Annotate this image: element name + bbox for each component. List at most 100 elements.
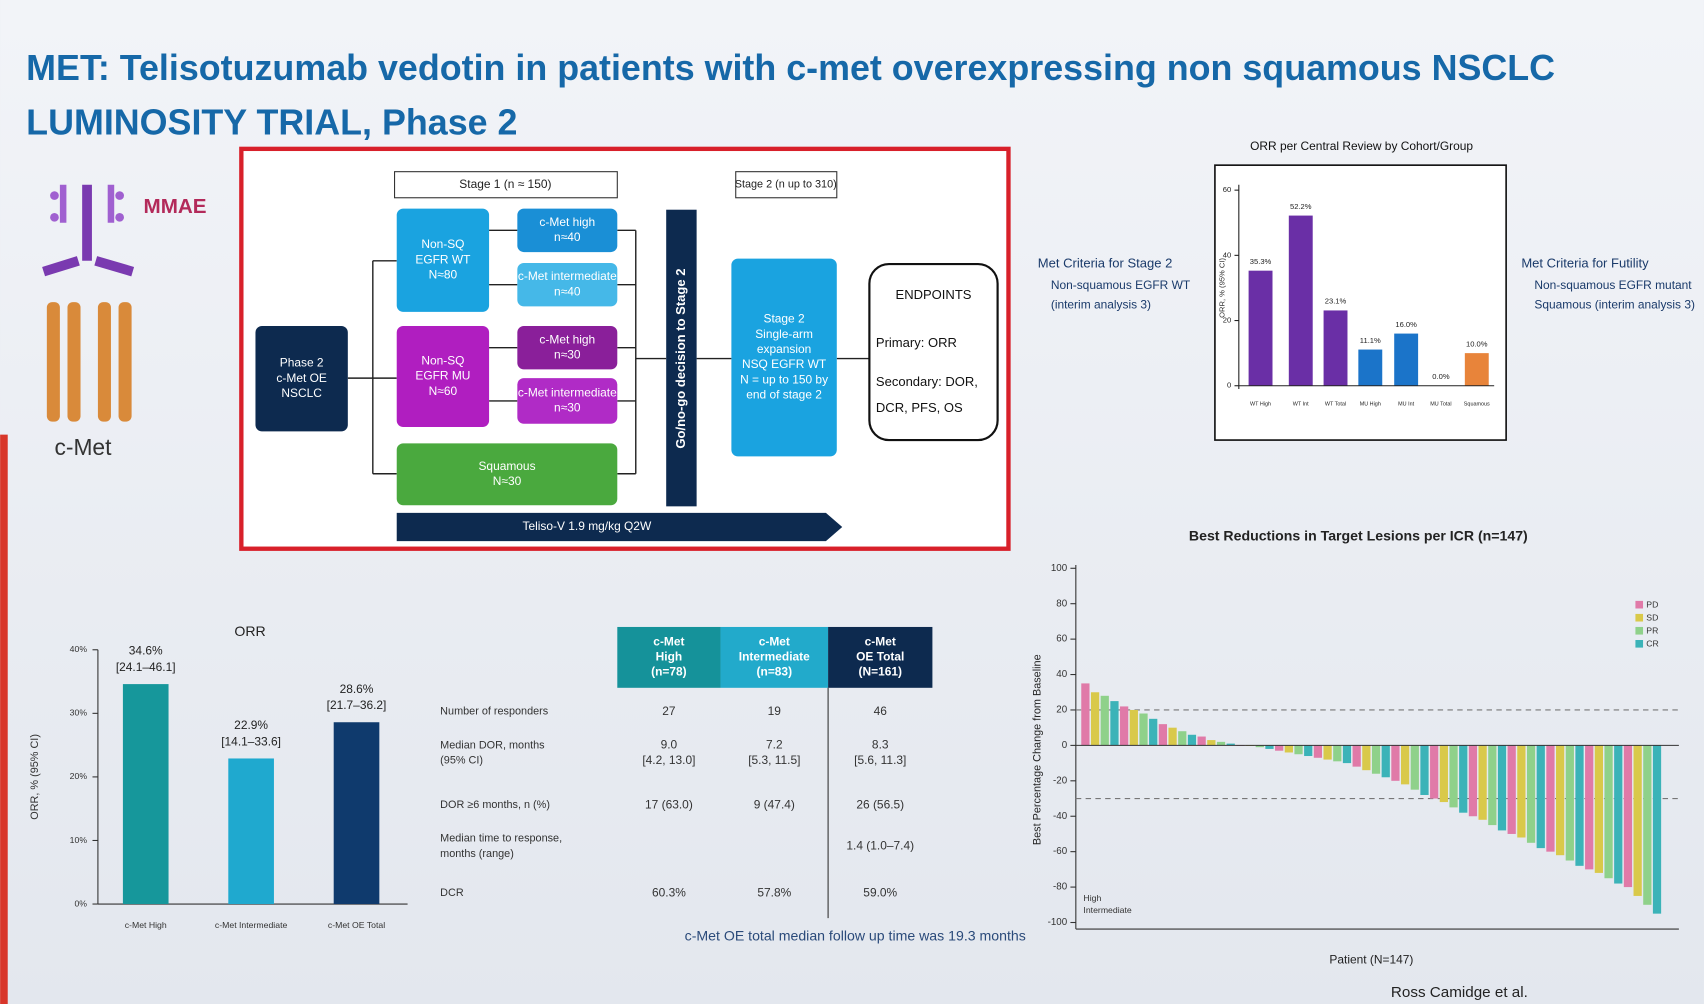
cell-text: 26 (56.5) bbox=[856, 797, 904, 811]
schema-box bbox=[517, 378, 618, 424]
cell-text: 59.0% bbox=[863, 885, 897, 899]
value-label: 23.1% bbox=[1325, 297, 1347, 306]
value-label: 52.2% bbox=[1290, 202, 1312, 211]
box-text: NSQ EGFR WT bbox=[742, 357, 827, 371]
bar bbox=[1178, 731, 1187, 746]
header-text: (n=83) bbox=[757, 665, 793, 679]
legend-swatch bbox=[1635, 639, 1644, 648]
y-tick-label: 80 bbox=[1056, 598, 1067, 609]
y-axis-label: Best Percentage Change from Baseline bbox=[1032, 654, 1044, 845]
y-tick-label: -40 bbox=[1053, 811, 1068, 822]
bar bbox=[1497, 745, 1507, 831]
stage-label: Stage 1 (n ≈ 150) bbox=[459, 177, 551, 191]
schema-box bbox=[255, 325, 348, 432]
results-table: c-Met High(n=78) c-Met Intermediate(n=83) c-… bbox=[440, 626, 933, 919]
cell-text: [4.2, 13.0] bbox=[642, 753, 695, 767]
header-text: Intermediate bbox=[739, 650, 810, 664]
antibody-icon bbox=[42, 184, 135, 422]
y-tick-label: -100 bbox=[1048, 917, 1068, 928]
y-tick-label: 10% bbox=[70, 835, 88, 845]
box-text: n≈30 bbox=[554, 347, 581, 361]
y-tick-label: 40 bbox=[1056, 669, 1067, 680]
value-label: 0.0% bbox=[1432, 372, 1450, 381]
row-label: months (range) bbox=[440, 848, 514, 860]
bar bbox=[1488, 745, 1497, 826]
schema-box bbox=[517, 208, 618, 253]
y-tick-label: 20 bbox=[1056, 705, 1067, 716]
y-tick-label: -60 bbox=[1053, 846, 1068, 857]
box-text: Phase 2 bbox=[280, 356, 324, 370]
cell-text: [5.3, 11.5] bbox=[748, 753, 800, 767]
y-tick-label: -80 bbox=[1053, 882, 1068, 893]
decision-text: Go/no-go decision to Stage 2 bbox=[673, 269, 688, 449]
bar bbox=[1129, 709, 1138, 746]
endpoints-title: ENDPOINTS bbox=[896, 287, 972, 302]
bar bbox=[1158, 724, 1168, 746]
header-text: c-Met bbox=[865, 634, 896, 648]
header-text: (N=161) bbox=[859, 665, 902, 679]
y-tick-label: 40% bbox=[70, 644, 88, 654]
stage-label: Stage 2 (n up to 310) bbox=[735, 179, 837, 191]
row-label: (95% CI) bbox=[440, 754, 483, 766]
bar bbox=[1313, 745, 1323, 758]
title: MET: Telisotuzumab vedotin in patients w… bbox=[26, 48, 1555, 88]
y-axis-label: ORR, % (95% CI) bbox=[29, 734, 41, 820]
cell-text: 19 bbox=[768, 704, 782, 718]
x-tick-label: c-Met OE Total bbox=[328, 920, 385, 930]
y-tick-label: 20 bbox=[1223, 316, 1231, 325]
legend-label: SD bbox=[1646, 613, 1658, 623]
bar bbox=[1110, 701, 1119, 746]
box-text: EGFR MU bbox=[415, 369, 470, 383]
criteria-item: Squamous (interim analysis 3) bbox=[1534, 297, 1695, 311]
bar bbox=[1420, 745, 1429, 795]
bar bbox=[1120, 706, 1129, 746]
y-tick-label: 60 bbox=[1223, 185, 1231, 194]
bar bbox=[1371, 745, 1381, 774]
bar bbox=[1468, 745, 1478, 817]
y-tick-label: 40 bbox=[1223, 250, 1231, 259]
box-text: c-Met intermediate bbox=[518, 385, 617, 399]
header-cell bbox=[720, 626, 829, 688]
ci-label: [24.1–46.1] bbox=[116, 660, 176, 674]
box-text: Single-arm bbox=[755, 327, 813, 341]
x-tick-label: MU High bbox=[1360, 402, 1381, 408]
bar bbox=[1459, 745, 1468, 813]
citation: Ross Camidge et al. bbox=[1391, 984, 1528, 1001]
chart-title: ORR per Central Review by Cohort/Group bbox=[1250, 139, 1473, 153]
bar bbox=[1362, 745, 1371, 771]
bar bbox=[1197, 736, 1206, 746]
bar bbox=[1139, 713, 1148, 746]
value-label: 34.6% bbox=[129, 644, 163, 658]
criteria: Met Criteria for Stage 2 Non-squamous EGF… bbox=[1038, 255, 1695, 311]
header-cell bbox=[617, 626, 721, 688]
bar bbox=[1333, 745, 1342, 762]
bar bbox=[1187, 734, 1197, 746]
endpoints-text: Secondary: DOR, bbox=[876, 374, 978, 389]
bar bbox=[1633, 745, 1642, 896]
schema-box bbox=[396, 443, 618, 506]
value-label: 10.0% bbox=[1466, 339, 1488, 348]
bar bbox=[1439, 745, 1448, 803]
x-tick-label: WT Total bbox=[1325, 402, 1346, 408]
schema-box bbox=[517, 262, 618, 307]
payload-label: MMAE bbox=[144, 195, 207, 218]
bar bbox=[333, 722, 380, 905]
legend-swatch bbox=[1635, 600, 1644, 609]
legend-label: CR bbox=[1646, 639, 1659, 649]
decision-bar bbox=[666, 209, 697, 507]
bar bbox=[1652, 745, 1662, 914]
endpoints-text: Primary: ORR bbox=[876, 335, 957, 350]
box-text: NSCLC bbox=[281, 386, 322, 400]
cell-text: 8.3 bbox=[872, 738, 889, 752]
box-text: N≈80 bbox=[429, 268, 458, 282]
row-label: DCR bbox=[440, 887, 464, 899]
box-text: Non-SQ bbox=[421, 237, 464, 251]
ci-label: [14.1–33.6] bbox=[221, 734, 281, 748]
bar bbox=[1323, 310, 1348, 386]
value-label: 28.6% bbox=[340, 682, 374, 696]
bar bbox=[1149, 718, 1158, 746]
legend-label: PD bbox=[1646, 600, 1658, 610]
bar bbox=[228, 758, 274, 905]
x-tick-label: c-Met High bbox=[125, 920, 167, 930]
header-text: OE Total bbox=[856, 650, 904, 664]
